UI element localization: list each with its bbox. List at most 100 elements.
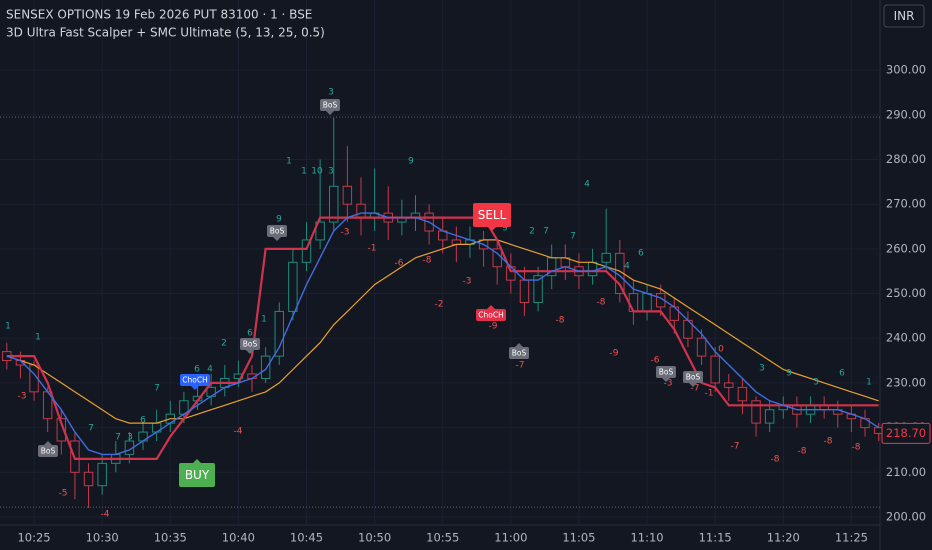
candle-body	[301, 239, 312, 263]
x-tick-label: 10:30	[86, 531, 119, 545]
bos-label-box	[267, 225, 287, 237]
down-count: -8	[771, 455, 780, 465]
x-tick-label: 10:25	[17, 531, 50, 545]
down-count: -6	[651, 356, 660, 366]
bos-label: BoS	[323, 101, 338, 110]
bos-label: BoS	[41, 447, 56, 456]
bos-label-box	[509, 347, 529, 359]
up-count: 1	[866, 378, 872, 388]
down-count: -3	[18, 392, 27, 402]
symbol-title: SENSEX OPTIONS 19 Feb 2026 PUT 83100 · 1…	[6, 8, 312, 22]
up-count: 3	[328, 88, 334, 98]
currency-button[interactable]	[883, 4, 925, 28]
x-tick-label: 10:45	[290, 531, 323, 545]
y-tick-label: 260.00	[886, 241, 926, 255]
indicator-line	[6, 212, 879, 456]
candle-body	[329, 185, 339, 223]
down-count: -4	[101, 510, 110, 520]
candle-body	[533, 275, 543, 303]
up-count: 3	[813, 378, 819, 388]
y-tick-label: 280.00	[886, 152, 926, 166]
down-count: -8	[423, 256, 432, 266]
candle-body	[642, 293, 652, 312]
bos-label-box	[320, 99, 340, 111]
candle-body	[710, 355, 720, 384]
bos-label-pointer	[246, 350, 254, 354]
x-tick-label: 11:25	[835, 531, 868, 545]
down-count: -5	[59, 489, 68, 499]
last-price-box	[881, 422, 931, 444]
candle-body	[288, 261, 298, 312]
y-tick-label: 240.00	[886, 331, 926, 345]
candle-body	[601, 252, 611, 263]
currency-label[interactable]: INR	[894, 9, 915, 23]
sell-signal: SELL	[478, 208, 507, 222]
down-count: -7	[691, 384, 700, 394]
bos-label: BoS	[243, 340, 258, 349]
down-count: -3	[341, 228, 350, 238]
up-count: 1	[261, 315, 267, 325]
down-count: -8	[556, 316, 565, 326]
up-count: 1	[301, 167, 307, 177]
up-count: 7	[570, 232, 576, 242]
down-count: -8	[824, 437, 833, 447]
up-count: 6	[839, 369, 845, 379]
x-tick-label: 11:05	[562, 531, 595, 545]
bos-label-box	[240, 338, 260, 350]
choch-bull-label-box	[180, 374, 210, 386]
indicator-line	[6, 239, 879, 424]
candle-body	[274, 310, 284, 357]
choch-bear-label-box	[476, 309, 506, 321]
bos-label-pointer	[689, 383, 697, 387]
bos-label-pointer	[273, 237, 281, 241]
up-count: 2	[529, 227, 535, 237]
down-count: 0	[718, 345, 724, 355]
candle-body	[342, 185, 353, 205]
down-count: -4	[234, 427, 243, 437]
up-count: 6	[638, 249, 644, 259]
last-price-label: 218.70	[886, 426, 926, 440]
up-count: 6	[194, 365, 200, 375]
candle-body	[724, 382, 734, 388]
bos-label-pointer	[515, 343, 523, 347]
down-count: -2	[435, 300, 444, 310]
bos-label-box	[38, 445, 58, 457]
choch-bull-label-pointer	[191, 386, 199, 390]
x-tick-label: 11:20	[767, 531, 800, 545]
x-tick-label: 11:00	[494, 531, 527, 545]
up-count: 7	[543, 227, 549, 237]
up-count: 2	[221, 339, 227, 349]
sell-signal-box	[473, 203, 511, 227]
choch-bull-label: ChoCH	[182, 376, 207, 385]
up-count: 9	[786, 369, 792, 379]
down-count: -8	[852, 443, 861, 453]
up-count: 3	[328, 167, 334, 177]
x-tick-label: 10:40	[222, 531, 255, 545]
down-count: -3	[463, 277, 472, 287]
candle-body	[764, 409, 775, 424]
up-count: 9	[502, 224, 508, 234]
y-tick-label: 250.00	[886, 286, 926, 300]
y-tick-label: 230.00	[886, 375, 926, 389]
bos-label-box	[656, 366, 676, 378]
candle-body	[260, 355, 271, 379]
up-count: 7	[88, 424, 94, 434]
up-count: 1	[286, 157, 292, 167]
down-count: -3	[664, 379, 673, 389]
up-count: 3	[759, 364, 765, 374]
down-count: -1	[368, 244, 377, 254]
down-count: -8	[798, 447, 807, 457]
candle-body	[737, 386, 748, 402]
bos-label-pointer	[44, 441, 52, 445]
down-count: -7	[516, 361, 525, 371]
bos-label: BoS	[686, 373, 701, 382]
down-count: -9	[489, 322, 498, 332]
y-tick-label: 290.00	[886, 107, 926, 121]
candle-body	[587, 261, 598, 277]
x-tick-label: 10:50	[358, 531, 391, 545]
bos-label: BoS	[659, 368, 674, 377]
up-count: 9	[276, 215, 282, 225]
